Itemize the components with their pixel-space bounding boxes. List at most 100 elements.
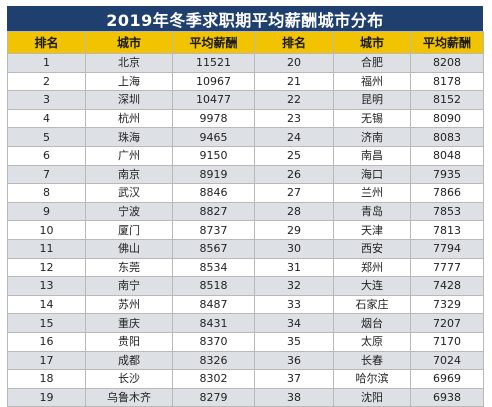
rank-cell: 12 [7,257,86,278]
table-row: 2 上海 10967 21 福州 8178 [7,71,484,92]
table-row: 13 南宁 8518 32 大连 7428 [7,276,484,296]
salary-cell: 8846 [172,183,255,203]
table-row: 1 北京 11521 20 合肥 8208 [7,53,484,73]
rank-cell: 37 [254,369,334,389]
city-cell: 长沙 [85,369,173,389]
rank-cell: 11 [7,238,86,259]
city-cell: 东莞 [85,257,173,278]
city-cell: 南京 [85,164,173,185]
salary-cell: 7024 [410,350,484,371]
salary-cell: 7853 [410,201,484,222]
salary-cell: 6969 [410,369,484,389]
salary-cell: 8431 [172,313,255,333]
rank-cell: 2 [7,71,86,92]
salary-cell: 7207 [410,313,484,333]
city-cell: 佛山 [85,238,173,259]
city-cell: 成都 [85,350,173,371]
table-row: 9 宁波 8827 28 青岛 7853 [7,201,484,222]
city-cell: 广州 [85,145,173,166]
rank-cell: 27 [254,183,334,203]
city-cell: 宁波 [85,201,173,222]
city-cell: 海口 [333,164,411,185]
table-body: 1 北京 11521 20 合肥 8208 2 上海 10967 21 福州 8178 3 深圳 10477… [7,53,484,407]
salary-cell: 8083 [410,127,484,147]
header-rank-left: 排名 [7,31,86,54]
header-salary-left: 平均薪酬 [172,31,255,54]
salary-cell: 8827 [172,201,255,222]
rank-cell: 33 [254,294,334,315]
table-row: 4 杭州 9978 23 无锡 8090 [7,108,484,129]
city-cell: 武汉 [85,183,173,203]
rank-cell: 34 [254,313,334,333]
rank-cell: 24 [254,127,334,147]
city-cell: 上海 [85,71,173,92]
rank-cell: 23 [254,108,334,129]
salary-cell: 8152 [410,90,484,110]
salary-cell: 8919 [172,164,255,185]
salary-cell: 10967 [172,71,255,92]
city-cell: 济南 [333,127,411,147]
rank-cell: 28 [254,201,334,222]
table-row: 7 南京 8919 26 海口 7935 [7,164,484,185]
city-cell: 北京 [85,53,173,73]
rank-cell: 13 [7,276,86,296]
city-cell: 乌鲁木齐 [85,387,173,407]
rank-cell: 15 [7,313,86,333]
rank-cell: 21 [254,71,334,92]
rank-cell: 16 [7,331,86,352]
table-row: 16 贵阳 8370 35 太原 7170 [7,331,484,352]
table-row: 8 武汉 8846 27 兰州 7866 [7,183,484,203]
city-cell: 哈尔滨 [333,369,411,389]
salary-cell: 8518 [172,276,255,296]
city-cell: 贵阳 [85,331,173,352]
rank-cell: 25 [254,145,334,166]
city-cell: 福州 [333,71,411,92]
salary-cell: 8302 [172,369,255,389]
table-row: 18 长沙 8302 37 哈尔滨 6969 [7,369,484,389]
rank-cell: 30 [254,238,334,259]
city-cell: 兰州 [333,183,411,203]
table-row: 14 苏州 8487 33 石家庄 7329 [7,294,484,315]
salary-cell: 8737 [172,220,255,240]
table-row: 17 成都 8326 36 长春 7024 [7,350,484,371]
rank-cell: 10 [7,220,86,240]
salary-cell: 8279 [172,387,255,407]
rank-cell: 3 [7,90,86,110]
rank-cell: 22 [254,90,334,110]
header-salary-right: 平均薪酬 [410,31,484,54]
header-city-left: 城市 [85,31,173,54]
table-title: 2019年冬季求职期平均薪酬城市分布 [7,6,483,31]
salary-cell: 7866 [410,183,484,203]
rank-cell: 8 [7,183,86,203]
rank-cell: 35 [254,331,334,352]
salary-cell: 7935 [410,164,484,185]
city-cell: 青岛 [333,201,411,222]
city-cell: 大连 [333,276,411,296]
rank-cell: 36 [254,350,334,371]
rank-cell: 6 [7,145,86,166]
salary-cell: 9465 [172,127,255,147]
city-cell: 太原 [333,331,411,352]
city-cell: 西安 [333,238,411,259]
city-cell: 南宁 [85,276,173,296]
salary-cell: 6938 [410,387,484,407]
salary-cell: 8534 [172,257,255,278]
table-row: 5 珠海 9465 24 济南 8083 [7,127,484,147]
rank-cell: 19 [7,387,86,407]
header-row: 排名 城市 平均薪酬 排名 城市 平均薪酬 [7,31,484,54]
salary-table-container: 2019年冬季求职期平均薪酬城市分布 排名 城市 平均薪酬 排名 城市 平均薪酬… [7,6,484,407]
city-cell: 长春 [333,350,411,371]
rank-cell: 38 [254,387,334,407]
city-cell: 沈阳 [333,387,411,407]
salary-cell: 8370 [172,331,255,352]
city-cell: 郑州 [333,257,411,278]
table-row: 11 佛山 8567 30 西安 7794 [7,238,484,259]
salary-cell: 7794 [410,238,484,259]
salary-cell: 8048 [410,145,484,166]
table-row: 15 重庆 8431 34 烟台 7207 [7,313,484,333]
city-cell: 昆明 [333,90,411,110]
rank-cell: 18 [7,369,86,389]
salary-cell: 7777 [410,257,484,278]
city-cell: 厦门 [85,220,173,240]
table-row: 6 广州 9150 25 南昌 8048 [7,145,484,166]
